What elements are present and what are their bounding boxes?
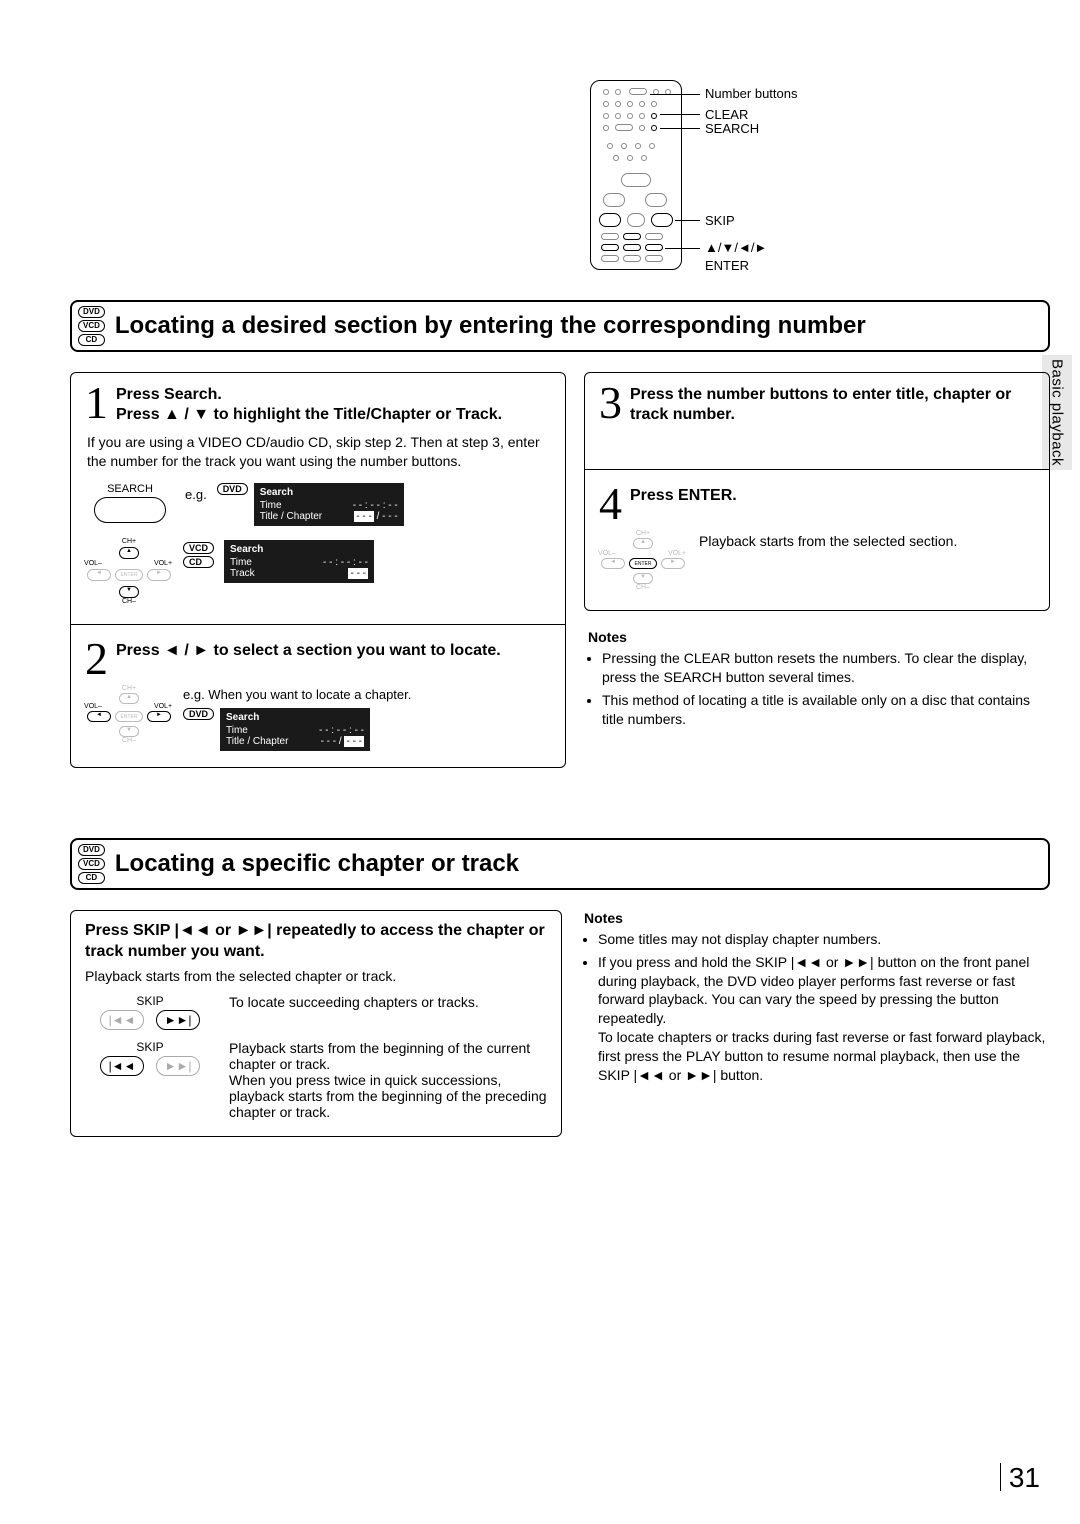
skip-prev-icon: |◄◄ (100, 1010, 144, 1030)
section1-panels: 1 Press Search. Press ▲ / ▼ to highlight… (70, 372, 1050, 768)
skip-next-icon: ►►| (156, 1010, 200, 1030)
step1: 1 Press Search. Press ▲ / ▼ to highlight… (85, 383, 551, 425)
remote-label-arrows: ▲/▼/◄/► (705, 240, 767, 255)
skip-prev-icon: |◄◄ (100, 1056, 144, 1076)
osd-dvd: Search Time- - : - - : - - Title / Chapt… (254, 483, 404, 526)
step2-eg: e.g. When you want to locate a chapter. (183, 687, 551, 702)
section2-heading-text: Press SKIP |◄◄ or ►►| repeatedly to acce… (85, 921, 547, 963)
section2-heading: DVD VCD CD Locating a specific chapter o… (70, 838, 1050, 890)
skip-row-2: SKIP |◄◄ ►►| Playback starts from the be… (85, 1040, 547, 1120)
step3: 3 Press the number buttons to enter titl… (599, 383, 1035, 425)
remote-label-search: SEARCH (705, 121, 759, 136)
step1-line2: Press ▲ / ▼ to highlight the Title/Chapt… (116, 406, 502, 423)
step1-num: 1 (85, 383, 108, 425)
dvd-badge: DVD (217, 483, 248, 495)
search-label: SEARCH (85, 483, 175, 495)
page-number: 31 (1000, 1462, 1040, 1494)
section1-notes: Notes Pressing the CLEAR button resets t… (584, 629, 1050, 733)
step2: 2 Press ◄ / ► to select a section you wa… (85, 639, 551, 679)
badge-dvd: DVD (78, 306, 105, 318)
section1-title: Locating a desired section by entering t… (115, 312, 866, 340)
side-tab-label: Basic playback (1049, 359, 1066, 466)
step3-4-panel: 3 Press the number buttons to enter titl… (584, 372, 1050, 611)
step1-eg: e.g. (185, 483, 207, 502)
section1-heading: DVD VCD CD Locating a desired section by… (70, 300, 1050, 352)
manual-page: Basic playback Number buttons CLEAR SEAR… (0, 0, 1080, 1524)
remote-label-enter: ENTER (705, 258, 749, 273)
step4: 4 Press ENTER. (599, 484, 1035, 524)
skip-row-1: SKIP |◄◄ ►►| To locate succeeding chapte… (85, 994, 547, 1030)
remote-label-number: Number buttons (705, 86, 798, 101)
skip-next-icon: ►►| (156, 1056, 200, 1076)
section2-left-panel: Press SKIP |◄◄ or ►►| repeatedly to acce… (70, 910, 562, 1138)
step2-text: Press ◄ / ► to select a section you want… (116, 639, 501, 679)
direction-pad-icon: CH+ ▲ VOL– ◄ ENTER VOL+ ► CH– ▼ (85, 540, 173, 606)
remote-diagram: Number buttons CLEAR SEARCH SKIP ▲/▼/◄/►… (590, 80, 1050, 290)
osd-vcd-cd: Search Time- - : - - : - - Track- - - (224, 540, 374, 583)
step1-2-panel: 1 Press Search. Press ▲ / ▼ to highlight… (70, 372, 566, 768)
step1-line1: Press Search. (116, 386, 222, 403)
search-button-icon (94, 497, 166, 523)
remote-label-clear: CLEAR (705, 107, 748, 122)
section2-panels: Press SKIP |◄◄ or ►►| repeatedly to acce… (70, 910, 1050, 1138)
direction-pad-icon-3: CH+ ▲ VOL– ◄ ENTER VOL+ ► ▼ CH– (599, 532, 687, 594)
direction-pad-icon-2: CH+ ▲ VOL– ◄ ENTER VOL+ ► ▼ CH– (85, 687, 173, 743)
osd-step2: Search Time- - : - - : - - Title / Chapt… (220, 708, 370, 751)
badge-cd: CD (78, 334, 105, 346)
remote-body (590, 80, 682, 270)
step2-num: 2 (85, 639, 108, 679)
remote-label-skip: SKIP (705, 213, 735, 228)
section2-title: Locating a specific chapter or track (115, 850, 519, 878)
section2-notes: Notes Some titles may not display chapte… (580, 910, 1050, 1138)
badge-vcd: VCD (78, 320, 105, 332)
step1-body: If you are using a VIDEO CD/audio CD, sk… (87, 433, 551, 471)
section2-sub: Playback starts from the selected chapte… (85, 968, 547, 984)
